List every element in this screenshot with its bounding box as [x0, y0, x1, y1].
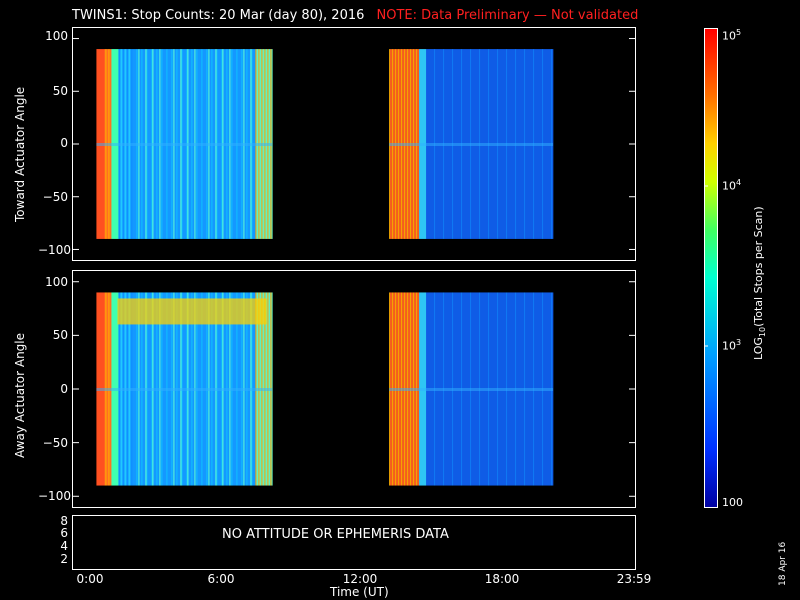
mid-ytick-m50: −50: [42, 436, 68, 450]
cb-tick-1e5: 105: [722, 28, 742, 43]
chart-title: TWINS1: Stop Counts: 20 Mar (day 80), 20…: [72, 8, 638, 23]
colorbar-label: LOG10(Total Stops per Scan): [752, 206, 768, 360]
xtick-0600: 6:00: [207, 572, 235, 586]
preliminary-note: NOTE: Data Preliminary — Not validated: [376, 8, 639, 23]
top-ytick-100: 100: [45, 29, 68, 43]
mid-ytick-0: 0: [60, 382, 68, 396]
bottom-panel: [72, 515, 636, 570]
xtick-1800: 18:00: [484, 572, 520, 586]
high-count-band: [117, 298, 267, 325]
title-text: TWINS1: Stop Counts: 20 Mar (day 80), 20…: [72, 8, 365, 23]
xtick-1200: 12:00: [342, 572, 378, 586]
zero-angle-band: [96, 388, 273, 391]
middle-ylabel: Away Actuator Angle: [13, 332, 27, 458]
bottom-ytick-8: 8: [60, 514, 68, 528]
date-stamp: 18 Apr 16: [778, 541, 788, 586]
xtick-2359: 23:59: [616, 572, 652, 586]
zero-angle-band: [96, 143, 273, 146]
x-axis-label: Time (UT): [330, 585, 389, 599]
no-data-message: NO ATTITUDE OR EPHEMERIS DATA: [222, 527, 449, 542]
xtick-0000: 0:00: [76, 572, 104, 586]
middle-heatmap: [73, 281, 635, 497]
top-ylabel: Toward Actuator Angle: [13, 86, 27, 222]
middle-panel: [72, 270, 636, 508]
cb-tick-1e3: 103: [722, 338, 742, 353]
top-ytick-m100: −100: [38, 243, 71, 257]
cb-tick-1e4: 104: [722, 178, 742, 193]
top-panel: [72, 27, 636, 261]
bottom-ytick-2: 2: [60, 552, 68, 566]
zero-angle-band: [389, 143, 554, 146]
cb-tick-100: 100: [722, 496, 743, 509]
bottom-ytick-6: 6: [60, 526, 68, 540]
mid-ytick-50: 50: [52, 328, 68, 342]
bottom-ytick-4: 4: [60, 539, 68, 553]
mid-ytick-100: 100: [45, 275, 68, 289]
colorbar: [704, 28, 718, 508]
mid-ytick-m100: −100: [38, 489, 71, 503]
top-ytick-0: 0: [60, 136, 68, 150]
top-ytick-m50: −50: [42, 190, 68, 204]
top-ytick-50: 50: [52, 84, 68, 98]
zero-angle-band: [389, 388, 554, 391]
top-heatmap: [73, 38, 635, 250]
